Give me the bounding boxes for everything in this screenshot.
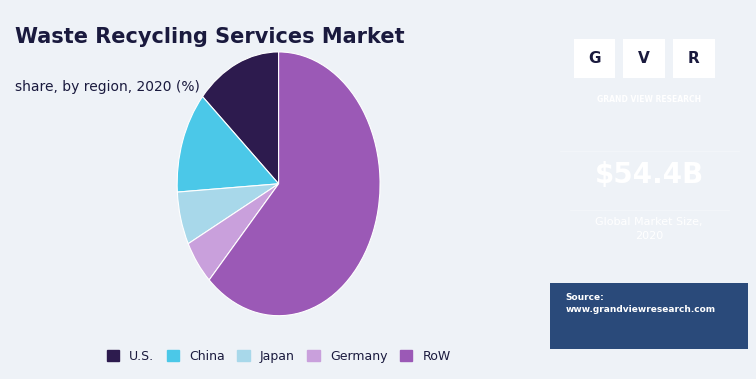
Text: Global Market Size,
2020: Global Market Size, 2020 [595,217,703,241]
FancyBboxPatch shape [673,39,714,78]
Wedge shape [203,52,279,184]
Wedge shape [209,52,380,316]
Text: Waste Recycling Services Market: Waste Recycling Services Market [15,27,404,47]
Text: G: G [588,51,600,66]
Wedge shape [177,97,279,192]
Text: $54.4B: $54.4B [594,161,704,189]
FancyBboxPatch shape [550,283,748,349]
Text: Source:
www.grandviewresearch.com: Source: www.grandviewresearch.com [565,293,716,314]
FancyBboxPatch shape [574,39,615,78]
Legend: U.S., China, Japan, Germany, RoW: U.S., China, Japan, Germany, RoW [101,343,457,369]
Text: GRAND VIEW RESEARCH: GRAND VIEW RESEARCH [597,95,701,104]
Text: V: V [638,51,650,66]
Wedge shape [178,184,279,244]
Text: R: R [688,51,699,66]
Wedge shape [188,184,279,280]
FancyBboxPatch shape [623,39,665,78]
Text: share, by region, 2020 (%): share, by region, 2020 (%) [15,80,200,94]
